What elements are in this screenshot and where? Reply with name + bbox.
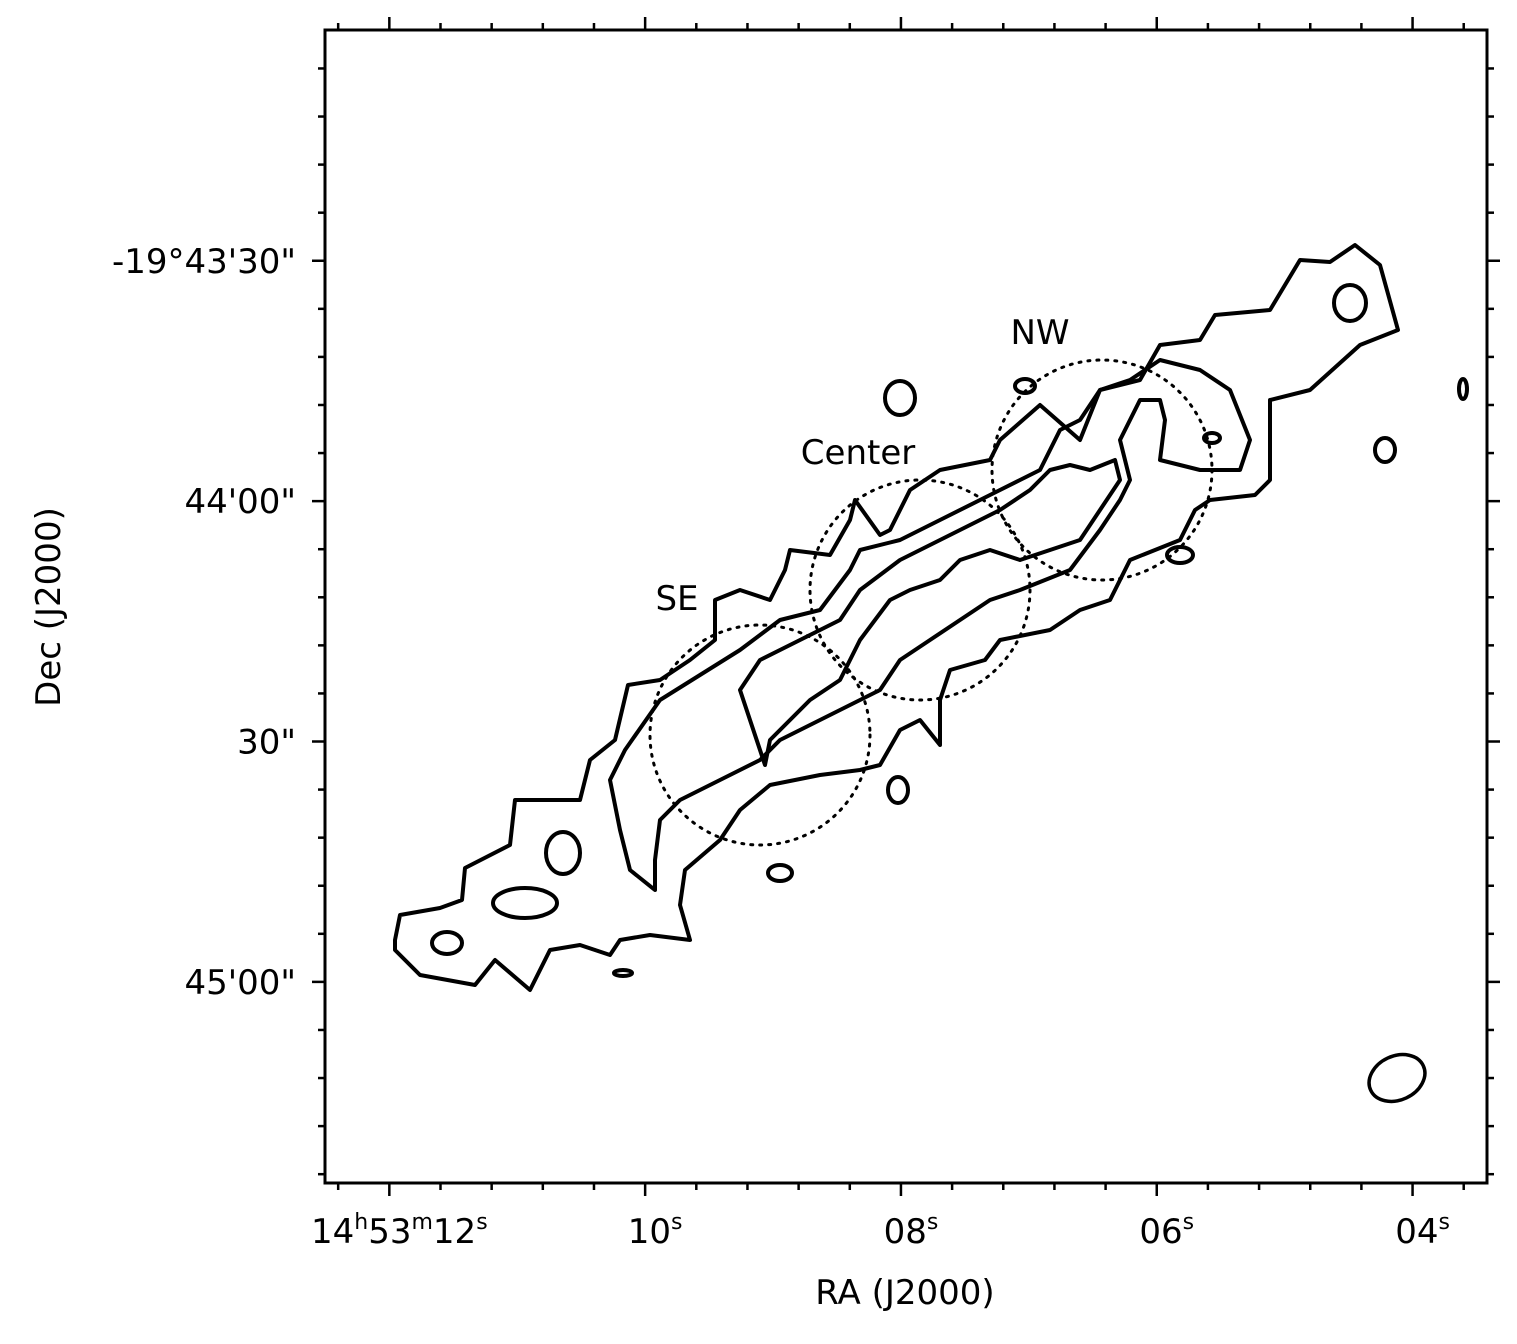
- contour-mid: [608, 358, 1252, 892]
- annotation: SE: [655, 579, 698, 619]
- contour-blob: [1165, 545, 1195, 565]
- contour-blob: [886, 775, 910, 805]
- y-tick-label: 45'00": [184, 963, 296, 1003]
- y-tick-label: 30": [237, 723, 296, 763]
- contours: [393, 243, 1469, 992]
- x-tick-label: 10s: [628, 1210, 683, 1252]
- beam: [1367, 1052, 1427, 1104]
- contour-blob: [1332, 283, 1368, 323]
- x-axis-label: RA (J2000): [815, 1273, 994, 1313]
- region-center: [808, 478, 1032, 702]
- contour-blob: [883, 379, 917, 417]
- x-tick-label: 06s: [1139, 1210, 1194, 1252]
- contour-blob: [1202, 431, 1222, 445]
- frame: [323, 28, 1489, 1185]
- contour-blob: [1373, 436, 1397, 464]
- contour-inner: [738, 458, 1122, 767]
- y-axis-label: Dec (J2000): [29, 507, 69, 707]
- y-tick-label: 44'00": [184, 482, 296, 522]
- region-se: [648, 623, 872, 847]
- x-tick-label: 08s: [884, 1210, 939, 1252]
- annotation: Center: [801, 433, 915, 473]
- x-tick-label: 04s: [1395, 1210, 1450, 1252]
- contour-blob: [1457, 377, 1469, 401]
- region-nw: [990, 358, 1214, 582]
- contour-blob: [491, 886, 559, 920]
- contour-blob: [766, 863, 794, 883]
- x-tick-label: 14h53m12s: [311, 1210, 488, 1252]
- contour-blob: [612, 968, 634, 978]
- y-tick-label: -19°43'30": [112, 242, 296, 282]
- contour-blob: [430, 930, 464, 956]
- contour-outer: [393, 243, 1400, 992]
- contour-blob: [544, 830, 582, 876]
- annotation: NW: [1010, 313, 1069, 353]
